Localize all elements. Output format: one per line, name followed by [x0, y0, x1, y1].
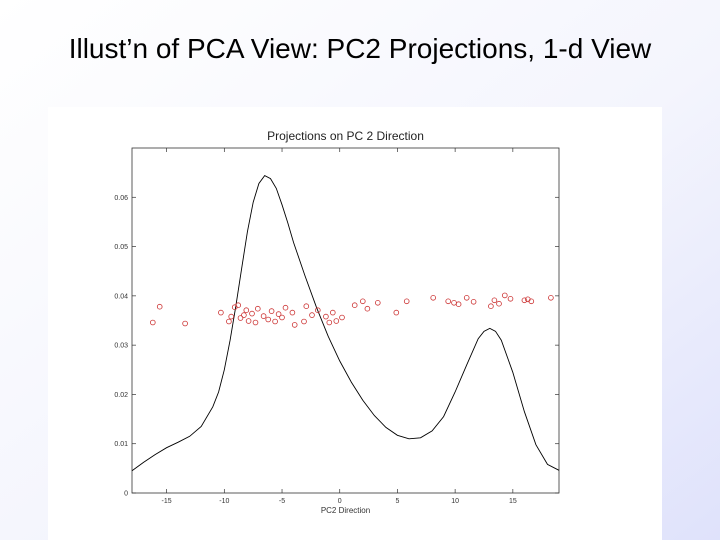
projection-point: [182, 320, 188, 327]
pc2-projection-chart: Projections on PC 2 Direction PC2 Direct…: [114, 129, 560, 515]
projection-point: [445, 298, 452, 305]
projection-point: [301, 318, 307, 325]
projection-point: [309, 312, 315, 318]
projection-point: [235, 302, 242, 309]
projection-point: [243, 307, 250, 314]
projection-point: [245, 318, 252, 324]
projection-point: [272, 318, 278, 325]
projection-point: [150, 319, 156, 326]
projection-point: [237, 315, 244, 321]
projection-point: [393, 309, 400, 316]
x-tick-label: 10: [451, 498, 459, 505]
projection-point: [226, 318, 232, 325]
projection-point: [289, 309, 296, 316]
projection-point: [374, 300, 381, 306]
projection-point: [329, 309, 336, 316]
projection-point: [455, 301, 462, 308]
y-tick-label: 0.05: [114, 244, 128, 251]
projection-point: [249, 310, 255, 317]
projection-point: [507, 296, 514, 302]
plot-frame: [131, 147, 560, 494]
projection-point: [218, 309, 224, 316]
x-tick-label: -10: [219, 498, 229, 505]
ticks-layer: -15 -10 -5 0 5 10 15 0 0.01 0.02 0.03 0.04 0.05 0.06: [114, 148, 559, 505]
x-tick-label: -15: [162, 498, 172, 505]
x-tick-label: 15: [509, 498, 517, 505]
projection-point: [451, 300, 457, 306]
projection-point: [528, 298, 535, 305]
y-tick-label: 0.04: [114, 293, 128, 300]
y-tick-label: 0.01: [114, 441, 128, 448]
projection-point: [548, 295, 554, 301]
y-tick-label: 0.03: [114, 343, 128, 350]
projection-point: [351, 302, 358, 309]
projection-point: [241, 312, 247, 318]
projection-point: [339, 314, 345, 321]
projection-point: [364, 305, 371, 312]
projection-point: [279, 314, 285, 321]
projection-point: [470, 299, 477, 305]
x-tick-label: 0: [338, 498, 342, 505]
projection-point: [268, 308, 275, 314]
projection-point: [255, 305, 261, 312]
projection-point: [156, 303, 163, 310]
y-tick-label: 0.02: [114, 392, 128, 399]
projection-point: [228, 313, 235, 320]
projection-point: [521, 297, 528, 304]
projection-point: [326, 319, 333, 326]
slide-title: Illust’n of PCA View: PC2 Projections, 1…: [68, 33, 652, 64]
chart-title: Projections on PC 2 Direction: [267, 129, 424, 143]
projection-point: [282, 304, 289, 311]
projection-point: [403, 298, 410, 305]
projection-point: [501, 292, 508, 299]
x-tick-label: -5: [279, 498, 285, 505]
projection-point: [265, 316, 272, 323]
density-curve-line: [131, 175, 560, 472]
x-axis-label: PC2 Direction: [321, 506, 370, 515]
projection-point: [333, 318, 340, 324]
projection-point: [314, 307, 321, 314]
projection-point: [359, 298, 366, 305]
projection-point: [491, 297, 498, 304]
projection-point: [430, 295, 437, 301]
projection-point: [275, 311, 282, 317]
projection-point: [291, 322, 298, 328]
projection-point: [260, 313, 267, 319]
plot-panel: Projections on PC 2 Direction PC2 Direct…: [48, 107, 662, 540]
y-tick-label: 0.06: [114, 195, 128, 202]
projection-point: [303, 303, 310, 310]
x-tick-label: 5: [395, 498, 399, 505]
data-layer: [131, 175, 560, 472]
projection-point: [488, 303, 494, 310]
projection-point: [252, 319, 259, 326]
projection-point: [323, 313, 329, 320]
projection-point: [496, 300, 502, 307]
projection-point: [463, 295, 470, 301]
y-tick-label: 0: [124, 491, 128, 498]
